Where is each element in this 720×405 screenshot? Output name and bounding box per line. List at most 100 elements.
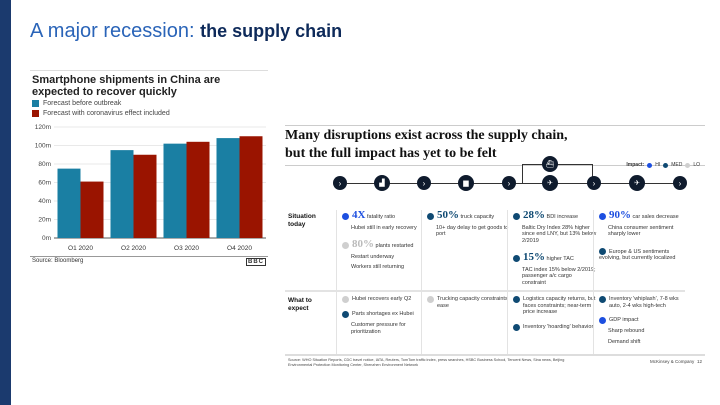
impact-dot-hi <box>599 317 606 324</box>
situation-cell: 4X fatality ratio Hubei still in early re… <box>342 209 426 281</box>
x-tick-label: Q2 2020 <box>121 245 146 250</box>
situation-detail: Hubei still in early recovery <box>351 224 417 231</box>
expect-item: Logistics capacity returns, but faces co… <box>513 296 597 316</box>
expect-item: Inventory 'whiplash', 7-8 wks auto, 2-4 … <box>599 296 683 309</box>
plane-icon: ✈ <box>629 175 645 191</box>
bar-before-outbreak <box>57 168 81 238</box>
chart-title: Smartphone shipments in China are expect… <box>32 74 221 98</box>
chart-legend: Forecast before outbreak Forecast with c… <box>32 98 170 118</box>
situation-item: 28% BDI increase <box>513 209 597 221</box>
impact-dot-med <box>513 296 520 303</box>
impact-dot-hi <box>342 213 349 221</box>
divider <box>285 165 705 166</box>
metric-value: 28% <box>523 209 545 221</box>
y-tick-label: 80m <box>38 161 51 168</box>
column-divider <box>421 210 422 354</box>
impact-dot-lo <box>342 296 349 303</box>
expect-cell: Trucking capacity constraints ease <box>427 296 511 317</box>
metric-value: 80% <box>352 238 374 250</box>
expect-item: Inventory 'hoarding' behavior <box>513 323 597 331</box>
situation-item: 15% higher TAC <box>513 251 597 263</box>
situation-cell: 28% BDI increase Baltic Dry Index 28% hig… <box>513 209 597 296</box>
column-divider <box>507 210 508 354</box>
y-tick-label: 100m <box>35 143 51 150</box>
expect-text: GDP impact <box>609 317 639 323</box>
metric-value: 50% <box>437 209 459 221</box>
expect-detail: Sharp rebound <box>608 328 645 334</box>
situation-detail: Restart underway <box>351 253 395 260</box>
column-divider <box>336 210 337 354</box>
divider <box>30 256 268 257</box>
x-tick-label: Q4 2020 <box>227 245 252 250</box>
expect-cell: Logistics capacity returns, but faces co… <box>513 296 597 339</box>
bar-before-outbreak <box>110 150 134 238</box>
legend-swatch <box>32 109 39 117</box>
bbc-logo: BBC <box>246 258 266 266</box>
expect-item: Parts shortages ex Hubei <box>342 311 426 318</box>
situation-cell: 50% truck capacity 10+ day delay to get g… <box>427 209 511 248</box>
divider <box>30 70 268 71</box>
metric-value: 4X <box>352 209 366 221</box>
impact-hi-label: HI <box>655 162 661 168</box>
expect-item: GDP impact <box>599 317 683 324</box>
bar-with-coronavirus <box>239 136 263 238</box>
flow-branch-line <box>522 164 523 184</box>
impact-lo-label: LO <box>693 162 700 168</box>
impact-dot-med <box>513 255 520 263</box>
expect-detail: Demand shift <box>608 338 641 345</box>
impact-dot-med <box>513 323 520 331</box>
bar-before-outbreak <box>216 138 240 238</box>
impact-legend: Impact: HI MED LO <box>626 162 700 169</box>
bar-before-outbreak <box>163 143 187 238</box>
chart-source: Source: Bloomberg <box>32 258 84 264</box>
impact-label: Impact: <box>626 162 645 168</box>
ship-icon: ⛴ <box>542 156 558 172</box>
impact-med-label: MED <box>671 162 683 168</box>
expect-text: Inventory 'hoarding' behavior <box>523 323 594 330</box>
expect-text: Parts shortages ex Hubei <box>352 311 414 317</box>
title-light: A major recession: <box>30 20 201 42</box>
situation-item: 4X fatality ratio <box>342 209 426 221</box>
impact-hi-dot <box>647 162 653 168</box>
impact-dot-hi <box>599 213 606 221</box>
x-tick-label: Q3 2020 <box>174 245 199 250</box>
impact-med-dot <box>663 162 669 168</box>
expect-text: Inventory 'whiplash', 7-8 wks auto, 2-4 … <box>609 296 679 309</box>
metric-value: 90% <box>609 209 631 221</box>
flow-branch-line <box>592 164 593 184</box>
chart-plot: 0m 20m 40m 60m 80m 100m 120m Q1 2020 Q2 2020 Q3 2… <box>35 124 266 250</box>
expect-item: Trucking capacity constraints ease <box>427 296 511 309</box>
supply-chain-flow: › ▟ › ▆ › ✈ › ✈ › ⛴ <box>285 156 705 205</box>
slide-title: A major recession: the supply chain <box>30 20 342 43</box>
situation-detail: China consumer sentiment sharply lower <box>608 224 674 238</box>
situation-item: 50% truck capacity <box>427 209 511 221</box>
expect-cell: Hubei recovers early Q2 Parts shortages e… <box>342 296 426 343</box>
legend-item: Forecast before outbreak <box>32 98 170 108</box>
situation-cell: 90% car sales decrease China consumer sen… <box>599 209 683 271</box>
bar-with-coronavirus <box>186 141 210 238</box>
bar-with-coronavirus <box>133 154 157 238</box>
metric-value: 15% <box>523 251 545 263</box>
situation-item: Europe & US sentiments evolving, but cur… <box>599 247 683 262</box>
impact-lo-dot <box>685 162 691 168</box>
impact-dot-med <box>599 247 606 255</box>
legend-label: Forecast before outbreak <box>43 99 122 107</box>
slide-sidebar-bar <box>0 0 11 405</box>
metric-label: higher TAC <box>546 256 574 262</box>
expect-text: Hubei recovers early Q2 <box>352 296 412 302</box>
factory-icon: ▟ <box>374 175 390 191</box>
situation-item: 90% car sales decrease <box>599 209 683 221</box>
supply-chain-diagram: Many disruptions exist across the supply… <box>285 125 705 375</box>
company-name: McKinsey & Company <box>650 359 695 364</box>
metric-label: car sales decrease <box>632 214 679 220</box>
title-bold: the supply chain <box>200 21 343 41</box>
column-divider <box>593 210 594 354</box>
situation-detail: 10+ day delay to get goods to port <box>436 224 509 238</box>
metric-label: Europe & US sentiments evolving, but cur… <box>599 248 676 261</box>
legend-swatch <box>32 99 39 107</box>
row-divider <box>285 290 685 292</box>
chevron-right-icon: › <box>417 176 431 190</box>
y-tick-label: 120m <box>35 124 51 131</box>
bar-with-coronavirus <box>80 181 104 238</box>
impact-dot-med <box>599 296 606 303</box>
